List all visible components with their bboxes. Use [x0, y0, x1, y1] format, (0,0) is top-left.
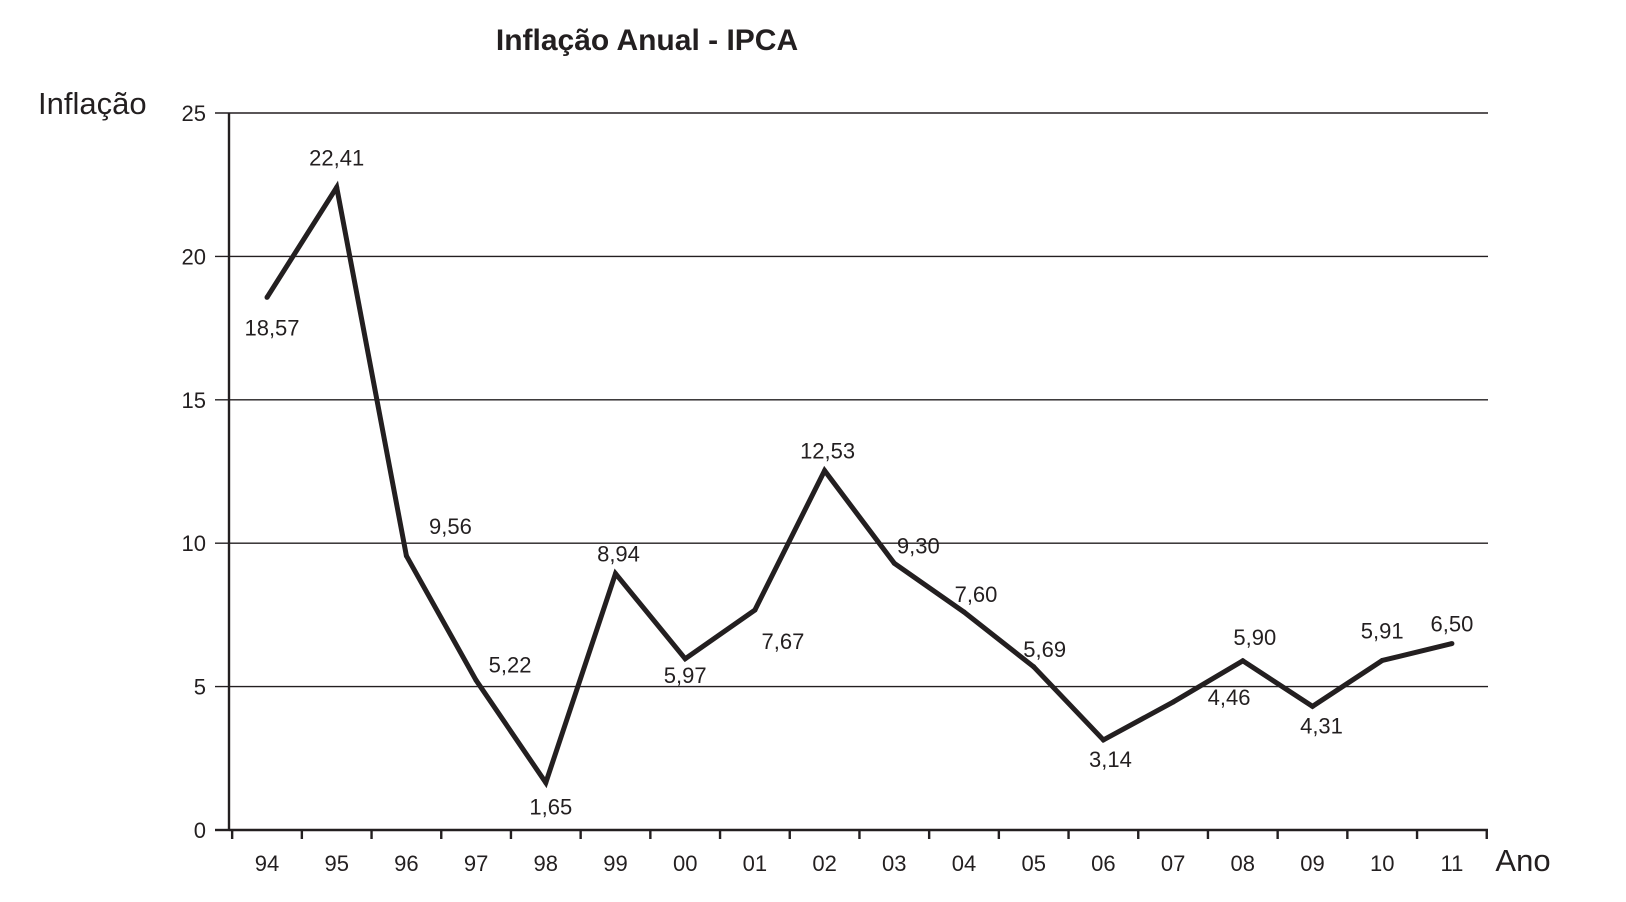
- x-tick-label-00: 00: [673, 851, 697, 876]
- x-tick-label-11: 11: [1440, 851, 1463, 876]
- data-point-96: [403, 553, 409, 559]
- gridlines: [215, 112, 1488, 832]
- data-label-06: 3,14: [1089, 747, 1132, 772]
- data-label-01: 7,67: [761, 629, 804, 654]
- x-tick-label-02: 02: [812, 851, 836, 876]
- data-label-98: 1,65: [529, 795, 572, 820]
- data-point-97: [473, 677, 479, 683]
- data-label-05: 5,69: [1023, 637, 1066, 662]
- x-tick-label-06: 06: [1091, 851, 1115, 876]
- data-point-07: [1170, 699, 1176, 705]
- data-label-95: 22,41: [309, 145, 364, 170]
- y-axis-title: Inflação: [38, 86, 147, 121]
- x-tick-label-03: 03: [882, 851, 906, 876]
- data-label-00: 5,97: [664, 663, 707, 688]
- y-tick-label: 10: [182, 531, 206, 556]
- data-label-94: 18,57: [244, 315, 299, 340]
- x-tick-label-94: 94: [255, 851, 279, 876]
- x-axis-title: Ano: [1495, 843, 1550, 878]
- data-point-95: [334, 184, 340, 190]
- data-point-05: [1031, 664, 1037, 670]
- y-tick-label: 25: [182, 101, 206, 126]
- data-label-08: 5,90: [1233, 625, 1276, 650]
- data-point-98: [543, 780, 549, 786]
- x-tick-label-10: 10: [1370, 851, 1394, 876]
- x-tick-label-97: 97: [464, 851, 488, 876]
- data-point-94: [264, 294, 270, 300]
- data-label-99: 8,94: [597, 542, 640, 567]
- data-labels: 18,57 22,41 9,56 5,22 1,65 8,94 5,97 7,67 12,53 9…: [244, 145, 1473, 819]
- y-tick-label: 0: [194, 818, 206, 843]
- data-point-99: [613, 571, 618, 577]
- x-tick-label-09: 09: [1300, 851, 1324, 876]
- data-point-00: [682, 656, 688, 662]
- x-tick-label-95: 95: [324, 851, 348, 876]
- data-label-09: 4,31: [1300, 713, 1343, 738]
- x-tick-label-96: 96: [394, 851, 418, 876]
- x-tick-label-01: 01: [743, 851, 767, 876]
- data-label-02: 12,53: [800, 439, 855, 464]
- data-label-96: 9,56: [429, 514, 472, 539]
- x-tick-label-99: 99: [603, 851, 627, 876]
- x-tick-label-98: 98: [534, 851, 558, 876]
- data-point-09: [1310, 703, 1315, 709]
- data-point-10: [1379, 658, 1385, 664]
- data-point-06: [1100, 737, 1106, 743]
- data-point-08: [1240, 658, 1246, 664]
- series-line-ipca: [264, 180, 1453, 789]
- data-point-11: [1449, 641, 1455, 647]
- data-label-10: 5,91: [1361, 619, 1404, 644]
- data-point-01: [752, 607, 758, 613]
- series: [264, 180, 1455, 789]
- x-tick-label-07: 07: [1161, 851, 1185, 876]
- chart-title: Inflação Anual - IPCA: [496, 24, 798, 57]
- x-tick-label-05: 05: [1021, 851, 1045, 876]
- y-tick-label: 20: [182, 244, 206, 269]
- data-point-03: [891, 560, 897, 566]
- data-label-04: 7,60: [955, 582, 998, 607]
- data-label-11: 6,50: [1430, 612, 1473, 637]
- x-tick-label-04: 04: [952, 851, 976, 876]
- x-tick-label-08: 08: [1231, 851, 1255, 876]
- data-point-02: [822, 468, 828, 474]
- data-point-04: [961, 609, 967, 615]
- y-tick-label: 15: [182, 388, 206, 413]
- data-label-97: 5,22: [489, 652, 532, 677]
- data-label-07: 4,46: [1208, 685, 1251, 710]
- y-tick-label: 5: [194, 675, 206, 700]
- data-label-03: 9,30: [897, 533, 940, 558]
